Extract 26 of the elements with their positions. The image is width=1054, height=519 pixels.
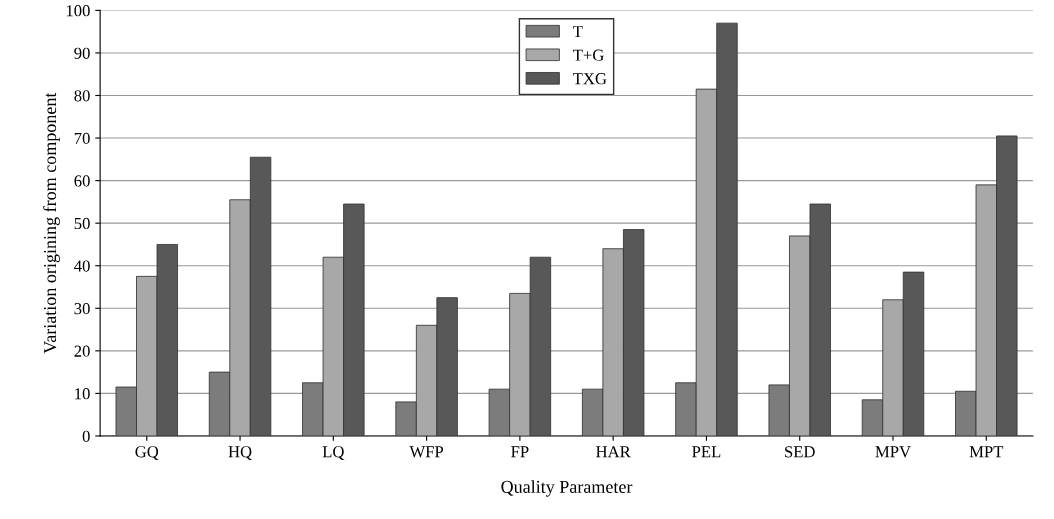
x-axis-title: Quality Parameter — [501, 480, 633, 497]
x-tick-label: FP — [511, 446, 529, 458]
x-tick-label: PEL — [692, 446, 721, 458]
y-tick-label: 90 — [74, 47, 90, 59]
y-tick-label: 50 — [74, 217, 90, 230]
y-tick-label: 10 — [75, 388, 90, 400]
x-tick-label: MPT — [969, 446, 1004, 458]
x-tick-label: HQ — [228, 446, 252, 460]
legend-label: TXG — [573, 73, 607, 85]
y-tick-label: 100 — [66, 5, 90, 17]
x-tick-label: GQ — [135, 446, 159, 460]
y-axis-title: Variation origining from component — [43, 92, 60, 354]
legend-label: T — [573, 26, 583, 38]
x-tick-label: MPV — [875, 446, 911, 458]
y-tick-label: 80 — [74, 90, 90, 102]
y-tick-label: 30 — [74, 302, 90, 315]
y-tick-label: 0 — [82, 430, 90, 442]
x-tick-label: SED — [785, 446, 815, 458]
y-tick-label: 20 — [74, 345, 90, 357]
x-tick-label: LQ — [322, 446, 345, 460]
x-tick-label: HAR — [596, 446, 631, 458]
legend-label: T+G — [573, 49, 604, 61]
y-tick-label: 70 — [74, 132, 90, 144]
x-tick-label: WFP — [409, 446, 444, 458]
y-tick-label: 60 — [74, 175, 90, 187]
y-tick-label: 40 — [74, 260, 90, 272]
